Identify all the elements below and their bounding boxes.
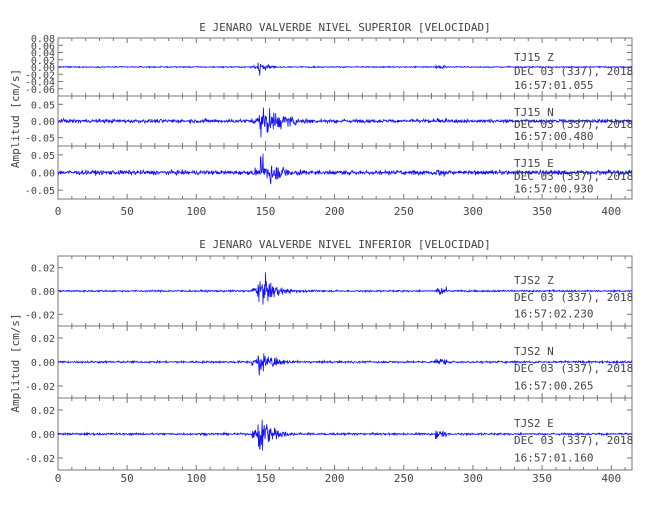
station-component-label: TJS2 Z <box>514 274 554 287</box>
y-tick-label: 0.00 <box>31 287 55 298</box>
y-tick-label: -0.05 <box>25 186 55 197</box>
y-tick-label: -0.02 <box>25 70 55 81</box>
x-tick-label: 250 <box>394 205 414 218</box>
x-tick-label: 150 <box>256 472 276 485</box>
trace-line-tj15-z <box>58 62 633 76</box>
trace-line-tj15-e <box>57 153 633 185</box>
y-tick-label: 0.02 <box>31 406 55 417</box>
y-tick-label: -0.02 <box>25 454 55 465</box>
y-tick-label: 0.05 <box>31 151 55 162</box>
x-tick-label: 0 <box>55 472 62 485</box>
y-tick-label: 0.00 <box>31 169 55 180</box>
date-label: DEC 03 (337), 2018 <box>514 362 633 375</box>
y-tick-label: 0.00 <box>31 63 55 74</box>
y-tick-label: -0.02 <box>25 310 55 321</box>
time-label: 16:57:02.230 <box>514 308 593 321</box>
y-tick-label: -0.02 <box>25 382 55 393</box>
y-tick-label: 0.00 <box>31 430 55 441</box>
y-tick-label: 0.02 <box>31 56 55 67</box>
x-tick-label: 300 <box>463 205 483 218</box>
time-label: 16:57:00.930 <box>514 183 593 196</box>
time-label: 16:57:01.055 <box>514 79 593 92</box>
x-tick-label: 300 <box>463 472 483 485</box>
y-axis-label: Amplitud [cm/s] <box>9 69 22 168</box>
trace-line-tj15-n <box>57 107 633 138</box>
x-tick-label: 250 <box>394 472 414 485</box>
x-tick-label: 200 <box>325 205 345 218</box>
station-component-label: TJS2 E <box>514 417 554 430</box>
station-component-label: TJ15 Z <box>514 51 554 64</box>
x-tick-label: 100 <box>186 205 206 218</box>
time-label: 16:57:00.480 <box>514 130 593 143</box>
time-label: 16:57:01.160 <box>514 451 593 464</box>
y-tick-label: 0.04 <box>31 49 55 60</box>
y-tick-label: 0.05 <box>31 100 55 111</box>
time-label: 16:57:00.265 <box>514 379 593 392</box>
x-tick-label: 200 <box>325 472 345 485</box>
trace-line-tjs2-e <box>57 419 633 451</box>
y-tick-label: -0.06 <box>25 85 55 96</box>
y-tick-label: 0.02 <box>31 264 55 275</box>
x-tick-label: 150 <box>256 205 276 218</box>
date-label: DEC 03 (337), 2018 <box>514 291 633 304</box>
x-tick-label: 350 <box>532 472 552 485</box>
y-axis-label: Amplitud [cm/s] <box>9 313 22 412</box>
x-tick-label: 50 <box>121 205 134 218</box>
station-component-label: TJ15 N <box>514 106 554 119</box>
x-tick-label: 0 <box>55 205 62 218</box>
x-tick-label: 400 <box>601 472 621 485</box>
chart-title: E JENARO VALVERDE NIVEL SUPERIOR [VELOCI… <box>199 21 490 34</box>
y-tick-label: 0.08 <box>31 34 55 45</box>
y-tick-label: 0.00 <box>31 358 55 369</box>
date-label: DEC 03 (337), 2018 <box>514 118 633 131</box>
date-label: DEC 03 (337), 2018 <box>514 170 633 183</box>
x-tick-label: 350 <box>532 205 552 218</box>
y-tick-label: 0.00 <box>31 117 55 128</box>
trace-line-tjs2-z <box>57 272 633 305</box>
x-tick-label: 50 <box>121 472 134 485</box>
date-label: DEC 03 (337), 2018 <box>514 65 633 78</box>
y-tick-label: 0.02 <box>31 334 55 345</box>
station-component-label: TJS2 N <box>514 345 554 358</box>
y-tick-label: -0.05 <box>25 134 55 145</box>
y-tick-label: 0.06 <box>31 41 55 52</box>
chart-title: E JENARO VALVERDE NIVEL INFERIOR [VELOCI… <box>199 238 490 251</box>
trace-line-tjs2-n <box>57 353 633 376</box>
y-tick-label: -0.04 <box>25 78 55 89</box>
x-tick-label: 100 <box>186 472 206 485</box>
date-label: DEC 03 (337), 2018 <box>514 434 633 447</box>
station-component-label: TJ15 E <box>514 157 554 170</box>
x-tick-label: 400 <box>601 205 621 218</box>
